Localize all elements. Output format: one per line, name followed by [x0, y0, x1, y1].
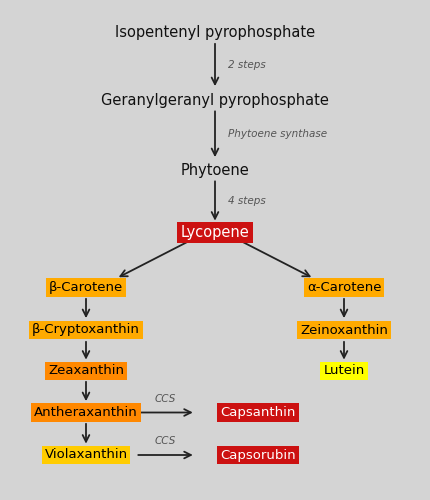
- Text: 2 steps: 2 steps: [228, 60, 266, 70]
- Text: CCS: CCS: [155, 394, 176, 404]
- Text: Lycopene: Lycopene: [181, 225, 249, 240]
- Text: Lutein: Lutein: [323, 364, 365, 378]
- Text: α-Carotene: α-Carotene: [307, 281, 381, 294]
- Text: Zeaxanthin: Zeaxanthin: [48, 364, 124, 378]
- Text: Capsorubin: Capsorubin: [220, 448, 296, 462]
- Text: Isopentenyl pyrophosphate: Isopentenyl pyrophosphate: [115, 25, 315, 40]
- Text: Antheraxanthin: Antheraxanthin: [34, 406, 138, 419]
- Text: Zeinoxanthin: Zeinoxanthin: [300, 324, 388, 336]
- Text: β-Carotene: β-Carotene: [49, 281, 123, 294]
- Text: Capsanthin: Capsanthin: [220, 406, 296, 419]
- Text: 4 steps: 4 steps: [228, 196, 266, 206]
- Text: Phytoene synthase: Phytoene synthase: [228, 129, 327, 139]
- Text: β-Cryptoxanthin: β-Cryptoxanthin: [32, 324, 140, 336]
- Text: Phytoene: Phytoene: [181, 162, 249, 178]
- Text: CCS: CCS: [155, 436, 176, 446]
- Text: Geranylgeranyl pyrophosphate: Geranylgeranyl pyrophosphate: [101, 92, 329, 108]
- Text: Violaxanthin: Violaxanthin: [44, 448, 128, 462]
